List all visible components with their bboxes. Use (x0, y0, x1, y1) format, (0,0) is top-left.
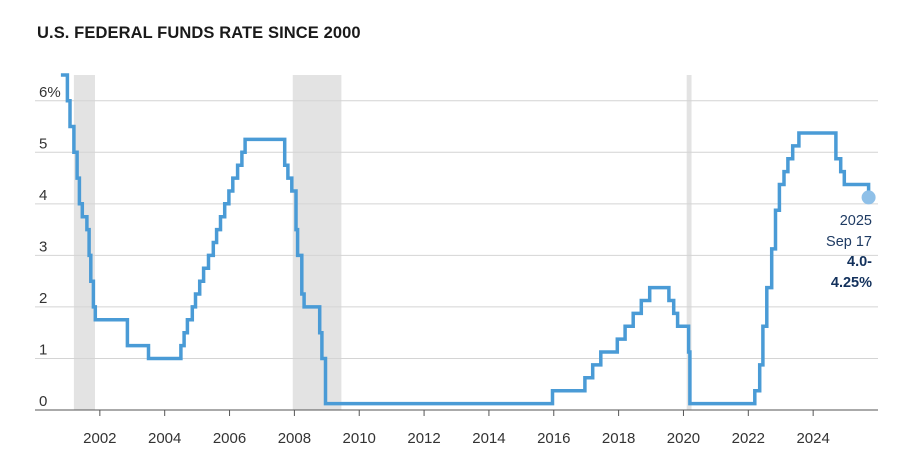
annotation-date: Sep 17 (826, 234, 872, 250)
latest-value-annotation: 2025 Sep 17 4.0- 4.25% (826, 213, 872, 291)
recession-band-2 (292, 75, 342, 410)
x-tick-label-2016: 2016 (537, 430, 570, 447)
recession-band-3 (686, 75, 692, 410)
fed-funds-rate-line (60, 73, 871, 406)
y-tick-label-6: 6% (39, 84, 61, 101)
y-tick-label-3: 3 (39, 238, 47, 255)
y-tick-label-0: 0 (39, 393, 47, 410)
gridlines (35, 100, 878, 359)
y-tick-label-4: 4 (39, 187, 47, 204)
annotation-year: 2025 (840, 213, 872, 229)
x-tick-label-2012: 2012 (407, 430, 440, 447)
y-tick-label-1: 1 (39, 341, 47, 358)
x-tick-label-2024: 2024 (796, 430, 829, 447)
x-tick-label-2014: 2014 (472, 430, 505, 447)
recession-bands (73, 75, 692, 410)
x-axis-tick-labels: 2002 2004 2006 2008 2010 2012 2014 2016 2018 2020… (83, 410, 830, 447)
y-tick-label-5: 5 (39, 135, 47, 152)
annotation-value-line2: 4.25% (831, 275, 872, 291)
chart-title: U.S. FEDERAL FUNDS RATE SINCE 2000 (37, 24, 361, 42)
x-tick-label-2010: 2010 (343, 430, 376, 447)
annotation-value-line1: 4.0- (847, 254, 872, 270)
x-tick-label-2018: 2018 (602, 430, 635, 447)
x-tick-label-2022: 2022 (732, 430, 765, 447)
x-tick-label-2006: 2006 (213, 430, 246, 447)
x-tick-label-2004: 2004 (148, 430, 181, 447)
x-tick-label-2020: 2020 (667, 430, 700, 447)
y-axis-tick-labels: 0 1 2 3 4 5 6% (39, 84, 61, 410)
y-tick-label-2: 2 (39, 290, 47, 307)
series-group (60, 73, 871, 406)
last-point-marker (861, 190, 876, 205)
x-tick-label-2008: 2008 (278, 430, 311, 447)
x-tick-label-2002: 2002 (83, 430, 116, 447)
recession-band-1 (73, 75, 95, 410)
